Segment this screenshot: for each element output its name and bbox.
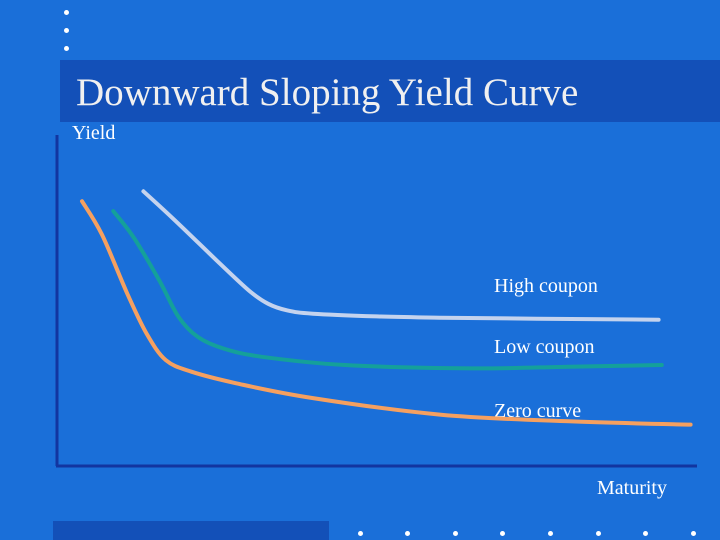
decorative-dot <box>405 531 410 536</box>
x-axis-label: Maturity <box>597 477 667 499</box>
decorative-dot <box>453 531 458 536</box>
series-line-low-coupon <box>111 209 664 371</box>
series-label-low-coupon: Low coupon <box>494 336 595 358</box>
y-axis-label: Yield <box>72 122 116 144</box>
footer-bar <box>53 521 329 540</box>
decorative-dot <box>596 531 601 536</box>
decorative-dot <box>64 46 69 51</box>
decorative-dot <box>691 531 696 536</box>
series-line-zero-curve <box>80 199 693 427</box>
decorative-dot <box>64 10 69 15</box>
title-bar <box>60 60 720 122</box>
series-layer <box>80 189 693 427</box>
decorative-dot <box>64 28 69 33</box>
decorative-dot <box>358 531 363 536</box>
decorative-dot <box>500 531 505 536</box>
slide-title: Downward Sloping Yield Curve <box>76 71 579 114</box>
series-label-zero-curve: Zero curve <box>494 400 582 422</box>
series-label-high-coupon: High coupon <box>494 275 598 297</box>
decorative-dot <box>643 531 648 536</box>
series-line-high-coupon <box>141 189 661 322</box>
decorative-dot <box>548 531 553 536</box>
